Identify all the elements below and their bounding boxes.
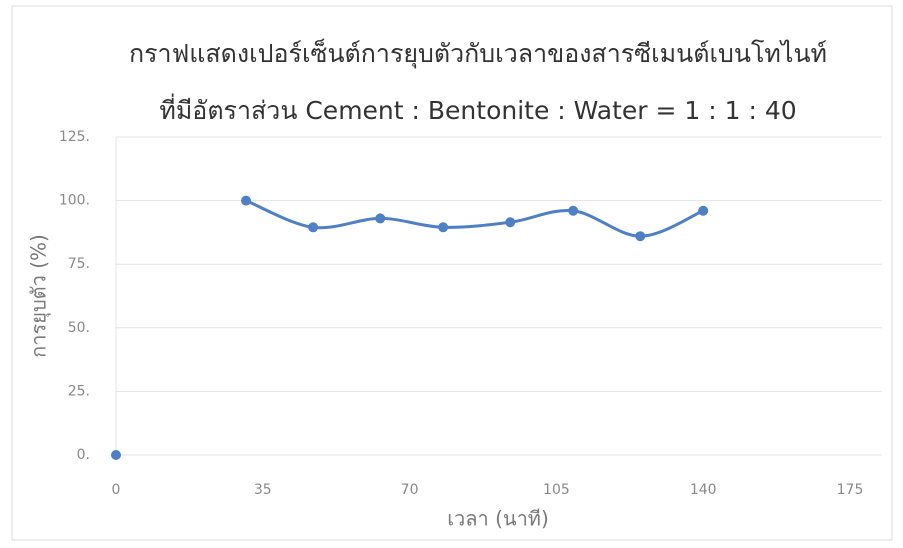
- y-tick-label: 0.: [77, 447, 90, 463]
- x-tick-label: 35: [254, 482, 272, 498]
- x-tick-label: 0: [112, 482, 121, 498]
- point-marker: [635, 231, 646, 242]
- x-tick-label: 70: [401, 482, 419, 498]
- y-axis-title: การยุบตัว (%): [27, 234, 52, 358]
- y-tick-label: 25.: [68, 383, 90, 399]
- chart-subtitle: ที่มีอัตราส่วน Cement : Bentonite : Wate…: [159, 93, 796, 125]
- point-marker: [505, 217, 516, 228]
- point-marker: [438, 222, 449, 233]
- point-marker: [308, 222, 319, 233]
- y-tick-label: 50.: [68, 320, 90, 336]
- x-tick-label: 175: [837, 482, 864, 498]
- y-tick-label: 125.: [59, 129, 90, 145]
- x-tick-label: 140: [690, 482, 717, 498]
- point-marker: [568, 205, 579, 216]
- point-marker: [241, 195, 252, 206]
- x-tick-label: 105: [543, 482, 570, 498]
- point-marker: [111, 450, 121, 460]
- point-marker: [698, 205, 709, 216]
- y-tick-label: 100.: [59, 193, 90, 209]
- x-axis-title: เวลา (นาที): [447, 507, 549, 531]
- y-tick-label: 75.: [68, 256, 90, 272]
- chart-title: กราฟแสดงเปอร์เซ็นต์การยุบตัวกับเวลาของสา…: [129, 38, 827, 69]
- point-marker: [375, 213, 386, 224]
- chart-frame: [11, 5, 893, 541]
- series-line: [245, 199, 704, 238]
